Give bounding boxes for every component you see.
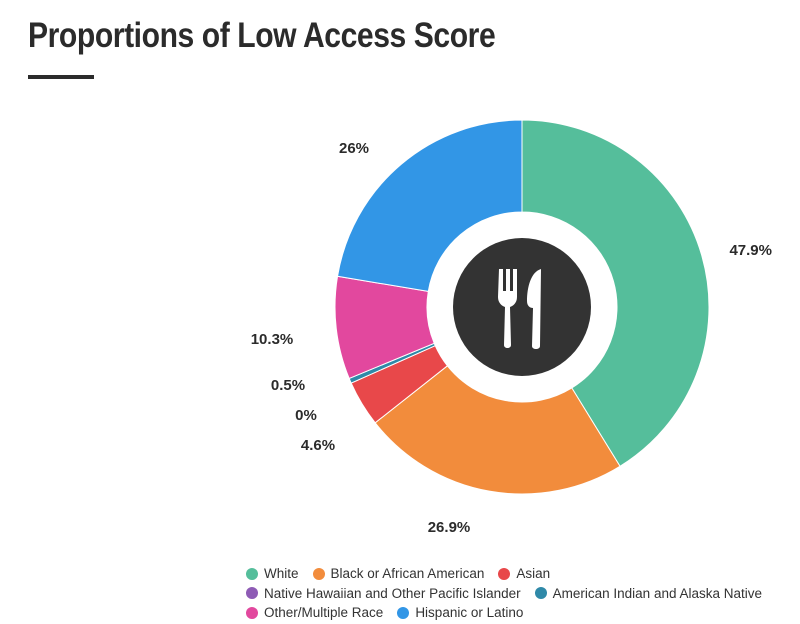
chart-title: Proportions of Low Access Score <box>28 16 496 55</box>
chart-legend: White Black or African American Asian Nativ… <box>246 564 796 623</box>
slice-hispanic-or-latino <box>336 119 523 292</box>
legend-label: Hispanic or Latino <box>415 605 524 621</box>
data-label-american-indian-and-alaska-native: 0.5% <box>271 377 305 394</box>
legend-item-hispanic-or-latino[interactable]: Hispanic or Latino <box>397 605 523 620</box>
legend-row: White Black or African American Asian <box>246 564 796 584</box>
fork-knife-icon <box>453 238 591 376</box>
legend-swatch <box>312 567 325 580</box>
legend-swatch <box>246 587 258 600</box>
legend-swatch <box>397 606 410 619</box>
legend-label: Asian <box>516 566 551 582</box>
legend-row: Native Hawaiian and Other Pacific Island… <box>246 584 796 604</box>
title-underline <box>28 75 94 79</box>
data-label-native-hawaiian-and-other-pacific-islander: 0% <box>295 407 317 424</box>
data-label-black-or-african-american: 26.9% <box>428 519 471 536</box>
data-label-asian: 4.6% <box>301 437 335 454</box>
legend-label: White <box>264 566 299 582</box>
legend-label: Black or African American <box>330 566 485 582</box>
data-label-other-multiple-race: 10.3% <box>251 331 294 348</box>
legend-item-native-hawaiian-and-other-pacific-islander[interactable]: Native Hawaiian and Other Pacific Island… <box>246 586 521 601</box>
legend-item-asian[interactable]: Asian <box>498 566 550 581</box>
legend-row: Other/Multiple Race Hispanic or Latino <box>246 603 796 623</box>
legend-label: Native Hawaiian and Other Pacific Island… <box>264 585 521 601</box>
legend-swatch <box>498 567 511 580</box>
donut-chart: 47.9% 26.9% 4.6% 0% 0.5% 10.3% 26% <box>251 119 772 536</box>
legend-label: Other/Multiple Race <box>264 605 384 621</box>
slice-black-or-african-american <box>374 365 621 495</box>
legend-swatch <box>246 606 258 619</box>
data-label-white: 47.9% <box>729 242 772 259</box>
legend-item-white[interactable]: White <box>246 566 299 581</box>
legend-label: American Indian and Alaska Native <box>552 585 763 601</box>
legend-item-black-or-african-american[interactable]: Black or African American <box>312 566 485 582</box>
legend-item-other-multiple-race[interactable]: Other/Multiple Race <box>246 605 383 620</box>
legend-swatch <box>246 567 258 580</box>
legend-item-american-indian-and-alaska-native[interactable]: American Indian and Alaska Native <box>534 585 763 601</box>
slice-white <box>521 119 710 467</box>
data-label-hispanic-or-latino: 26% <box>339 140 369 157</box>
legend-swatch <box>534 587 547 600</box>
